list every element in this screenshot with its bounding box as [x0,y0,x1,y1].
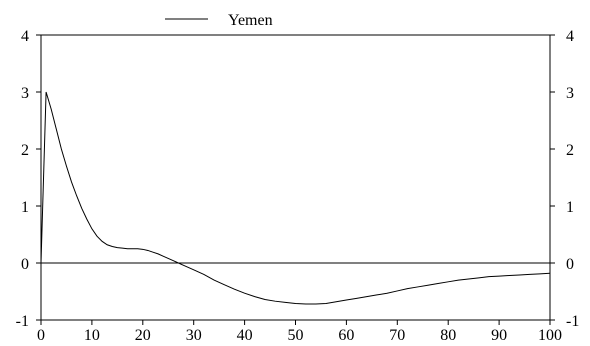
x-tick-label: 10 [84,327,100,344]
x-tick-label: 0 [37,327,45,344]
x-tick-label: 60 [338,327,354,344]
y-tick-label-left: 0 [21,256,29,273]
x-tick-label: 90 [491,327,507,344]
legend: Yemen [165,12,273,29]
legend-label-yemen: Yemen [228,12,273,29]
y-tick-label-right: 3 [566,85,574,102]
x-tick-label: 70 [389,327,405,344]
y-tick-label-right: 0 [566,256,574,273]
series-line-yemen [40,91,551,305]
y-axis-right: -1 0 1 2 3 4 [550,28,579,330]
x-tick-label: 20 [135,327,151,344]
y-tick-label-left: 1 [21,199,29,216]
y-tick-label-right: 1 [566,199,574,216]
x-axis: 0 10 20 30 40 50 60 70 80 90 100 [37,320,562,344]
y-axis-left: -1 0 1 2 3 4 [16,28,41,330]
x-tick-label: 80 [440,327,456,344]
y-tick-label-right: -1 [566,313,579,330]
x-tick-label: 40 [237,327,253,344]
y-tick-label-left: 2 [21,142,29,159]
y-tick-label-left: 3 [21,85,29,102]
x-tick-label: 100 [538,327,562,344]
plot-frame [40,34,551,321]
y-tick-label-left: -1 [16,313,29,330]
x-tick-label: 50 [288,327,304,344]
x-tick-label: 30 [186,327,202,344]
y-tick-label-right: 2 [566,142,574,159]
series-group [40,91,551,305]
y-tick-label-right: 4 [566,28,574,45]
y-tick-label-left: 4 [21,28,29,45]
